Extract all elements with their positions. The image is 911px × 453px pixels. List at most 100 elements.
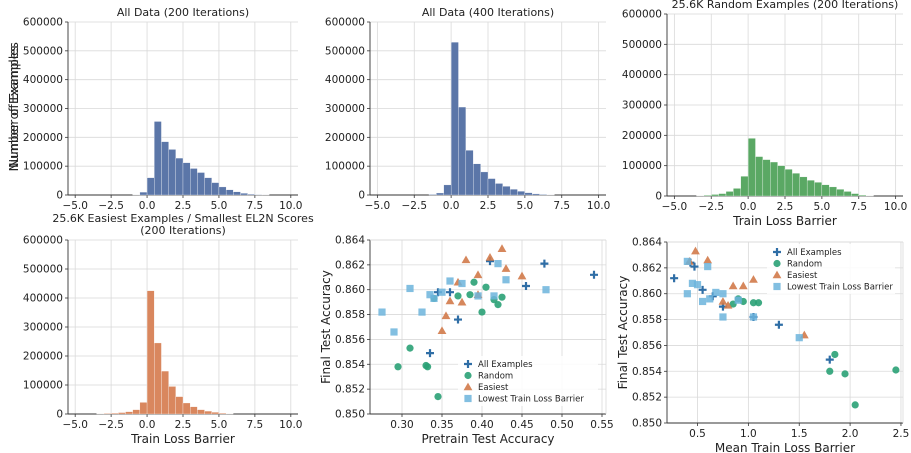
histogram-bar — [532, 193, 540, 196]
legend-label: Lowest Train Loss Barrier — [787, 283, 893, 293]
legend-label: All Examples — [787, 248, 842, 258]
histogram-bar — [465, 150, 474, 196]
histogram-bar — [161, 370, 169, 415]
scatter-point — [693, 281, 702, 289]
x-tick-label: −2.5 — [699, 201, 725, 213]
scatter-point — [426, 349, 434, 358]
y-tick-label: 300000 — [23, 103, 63, 115]
histogram-bar — [233, 191, 241, 196]
scatter-point — [795, 334, 803, 342]
x-tick-label: 7.5 — [247, 419, 264, 431]
scatter-point — [698, 285, 707, 294]
legend-label: All Examples — [478, 360, 533, 370]
x-tick-label: 1.0 — [740, 428, 757, 440]
y-tick-label: 0.858 — [335, 309, 365, 321]
histogram-bar — [777, 165, 786, 197]
y-tick-label: 0.856 — [335, 334, 365, 346]
histogram-bar — [747, 138, 756, 197]
scatter-point — [424, 363, 432, 371]
scatter-point — [712, 288, 720, 297]
legend-marker — [463, 382, 473, 391]
x-tick-label: 2.5 — [480, 200, 497, 212]
y-axis-label: Number of Examples — [7, 42, 21, 168]
scatter-point — [473, 270, 483, 279]
y-tick-label: 0.860 — [335, 284, 365, 296]
histogram-bar — [539, 194, 548, 196]
y-tick-label: 0 — [56, 190, 63, 202]
legend-marker — [773, 282, 781, 291]
scatter-point — [749, 299, 758, 307]
histogram-bar — [146, 290, 155, 415]
histogram-bar — [168, 149, 176, 196]
scatter-point — [703, 255, 713, 264]
histogram-bar — [487, 178, 496, 196]
histogram-bar — [218, 186, 227, 196]
scatter-point — [457, 297, 467, 306]
histogram-bar — [821, 184, 830, 197]
scatter-point — [825, 355, 834, 364]
histogram-bar — [755, 156, 764, 197]
chart-hist_all_200: 0 100000 200000 300000 400000 500000 600000 −5.… — [7, 6, 303, 212]
x-tick-label: 7.5 — [553, 200, 570, 212]
chart-hist_random_200: 0 100000 200000 300000 400000 500000 600000 −5.… — [7, 0, 907, 228]
x-tick-label: −5.0 — [662, 201, 688, 213]
histogram-bar — [161, 141, 169, 196]
y-tick-label: 0.856 — [632, 340, 662, 352]
scatter-point — [418, 308, 426, 316]
scatter-point — [498, 293, 506, 301]
scatter-point — [719, 290, 727, 298]
y-tick-label: 0.854 — [335, 359, 365, 371]
y-tick-label: 500000 — [622, 39, 662, 51]
histogram-bar — [836, 189, 845, 197]
histogram-bar — [204, 177, 212, 196]
scatter-point — [438, 288, 446, 296]
histogram-bar — [703, 195, 712, 197]
chart-title: (200 Iterations) — [140, 224, 225, 237]
histogram-bar — [450, 42, 459, 196]
histogram-bar — [851, 193, 859, 197]
scatter-point — [482, 283, 490, 291]
scatter-point — [728, 281, 738, 290]
scatter-point — [378, 308, 386, 316]
x-tick-label: 0.0 — [139, 200, 156, 212]
scatter-point — [590, 270, 598, 279]
scatter-point — [501, 264, 511, 272]
y-tick-label: 0.850 — [632, 418, 662, 430]
histogram-bar — [443, 184, 452, 196]
scatter-point — [517, 271, 527, 280]
histogram-bar — [829, 186, 837, 197]
x-tick-label: 0.35 — [430, 419, 453, 431]
histogram-bar — [190, 168, 198, 196]
y-tick-label: 300000 — [23, 322, 63, 334]
scatter-point — [461, 255, 471, 264]
chart-title: All Data (200 Iterations) — [117, 6, 249, 19]
x-tick-label: 5.0 — [211, 419, 228, 431]
scatter-point — [466, 291, 474, 299]
legend-label: Easiest — [478, 383, 509, 393]
x-tick-label: 2.5 — [175, 200, 192, 212]
histogram-bar — [190, 406, 198, 415]
legend-label: Easiest — [787, 271, 818, 281]
histogram-bar — [103, 413, 112, 415]
histogram-bar — [718, 193, 727, 197]
x-axis-label: Pretrain Test Accuracy — [421, 432, 554, 446]
scatter-point — [406, 284, 414, 293]
histogram-bar — [197, 172, 205, 196]
x-tick-label: 2.5 — [175, 419, 192, 431]
scatter-point — [494, 301, 502, 309]
scatter-point — [485, 253, 495, 261]
y-tick-label: 600000 — [23, 17, 63, 29]
histogram-bar — [858, 194, 867, 197]
x-tick-label: 7.5 — [850, 201, 867, 213]
scatter-point — [831, 350, 839, 359]
histogram-bar — [110, 412, 119, 415]
y-axis-label: Final Test Accuracy — [319, 270, 333, 384]
histogram-bar — [740, 176, 749, 197]
scatter-point — [394, 363, 402, 371]
scatter-point — [749, 313, 758, 321]
histogram-bar — [509, 189, 518, 196]
histogram-bar — [218, 412, 227, 415]
x-tick-label: 5.0 — [211, 200, 228, 212]
